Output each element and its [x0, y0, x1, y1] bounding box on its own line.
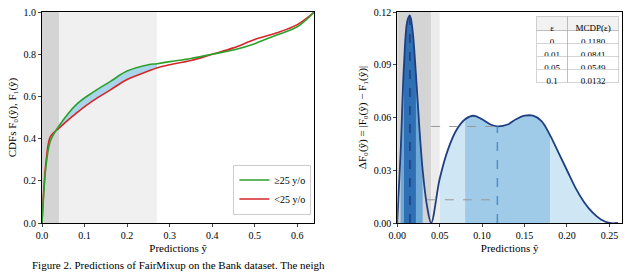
svg-text:0.0: 0.0: [24, 218, 37, 229]
svg-text:0.2: 0.2: [121, 230, 134, 241]
svg-text:0.10: 0.10: [473, 230, 491, 241]
svg-text:0.12: 0.12: [374, 7, 392, 18]
svg-text:0.6: 0.6: [291, 230, 304, 241]
svg-text:≥25 y/o: ≥25 y/o: [274, 175, 305, 186]
svg-text:0.0841: 0.0841: [580, 50, 606, 60]
svg-text:CDFs F₀(ŷ), F₁(ŷ): CDFs F₀(ŷ), F₁(ŷ): [6, 77, 19, 157]
svg-text:Predictions ŷ: Predictions ŷ: [149, 242, 207, 254]
svg-text:1.0: 1.0: [24, 7, 37, 18]
svg-text:ΔF₀(ŷ) = |F₀(ŷ) − F₁(ŷ)|: ΔF₀(ŷ) = |F₀(ŷ) − F₁(ŷ)|: [356, 66, 369, 169]
svg-text:0.06: 0.06: [374, 112, 392, 123]
svg-text:0.4: 0.4: [24, 133, 37, 144]
svg-text:0.1: 0.1: [78, 230, 91, 241]
svg-text:0.09: 0.09: [374, 59, 392, 70]
svg-text:0.3: 0.3: [163, 230, 176, 241]
svg-text:MCDP(ε): MCDP(ε): [575, 23, 610, 33]
svg-text:0.4: 0.4: [206, 230, 219, 241]
svg-text:ε: ε: [550, 23, 554, 33]
svg-text:0.03: 0.03: [374, 165, 392, 176]
svg-text:0.6: 0.6: [24, 91, 37, 102]
svg-text:Predictions ŷ: Predictions ŷ: [481, 242, 539, 254]
svg-text:0.0: 0.0: [36, 230, 49, 241]
svg-text:0.8: 0.8: [24, 49, 37, 60]
svg-text:0.00: 0.00: [374, 218, 392, 229]
svg-text:0.15: 0.15: [516, 230, 534, 241]
svg-text:0.0549: 0.0549: [580, 63, 606, 73]
svg-text:0.05: 0.05: [544, 63, 560, 73]
svg-text:0.1: 0.1: [546, 76, 557, 86]
svg-text:0.00: 0.00: [388, 230, 406, 241]
svg-text:0.25: 0.25: [601, 230, 619, 241]
svg-text:<25 y/o: <25 y/o: [274, 194, 305, 205]
svg-text:0: 0: [549, 37, 555, 47]
svg-text:0.5: 0.5: [249, 230, 262, 241]
svg-text:0.05: 0.05: [431, 230, 449, 241]
svg-text:Figure 2. Predictions of FairM: Figure 2. Predictions of FairMixup on th…: [32, 259, 325, 271]
svg-text:0.2: 0.2: [24, 175, 37, 186]
svg-text:0.1180: 0.1180: [580, 37, 606, 47]
svg-text:0.01: 0.01: [544, 50, 560, 60]
svg-text:0.20: 0.20: [558, 230, 576, 241]
svg-text:0.0132: 0.0132: [581, 76, 606, 86]
